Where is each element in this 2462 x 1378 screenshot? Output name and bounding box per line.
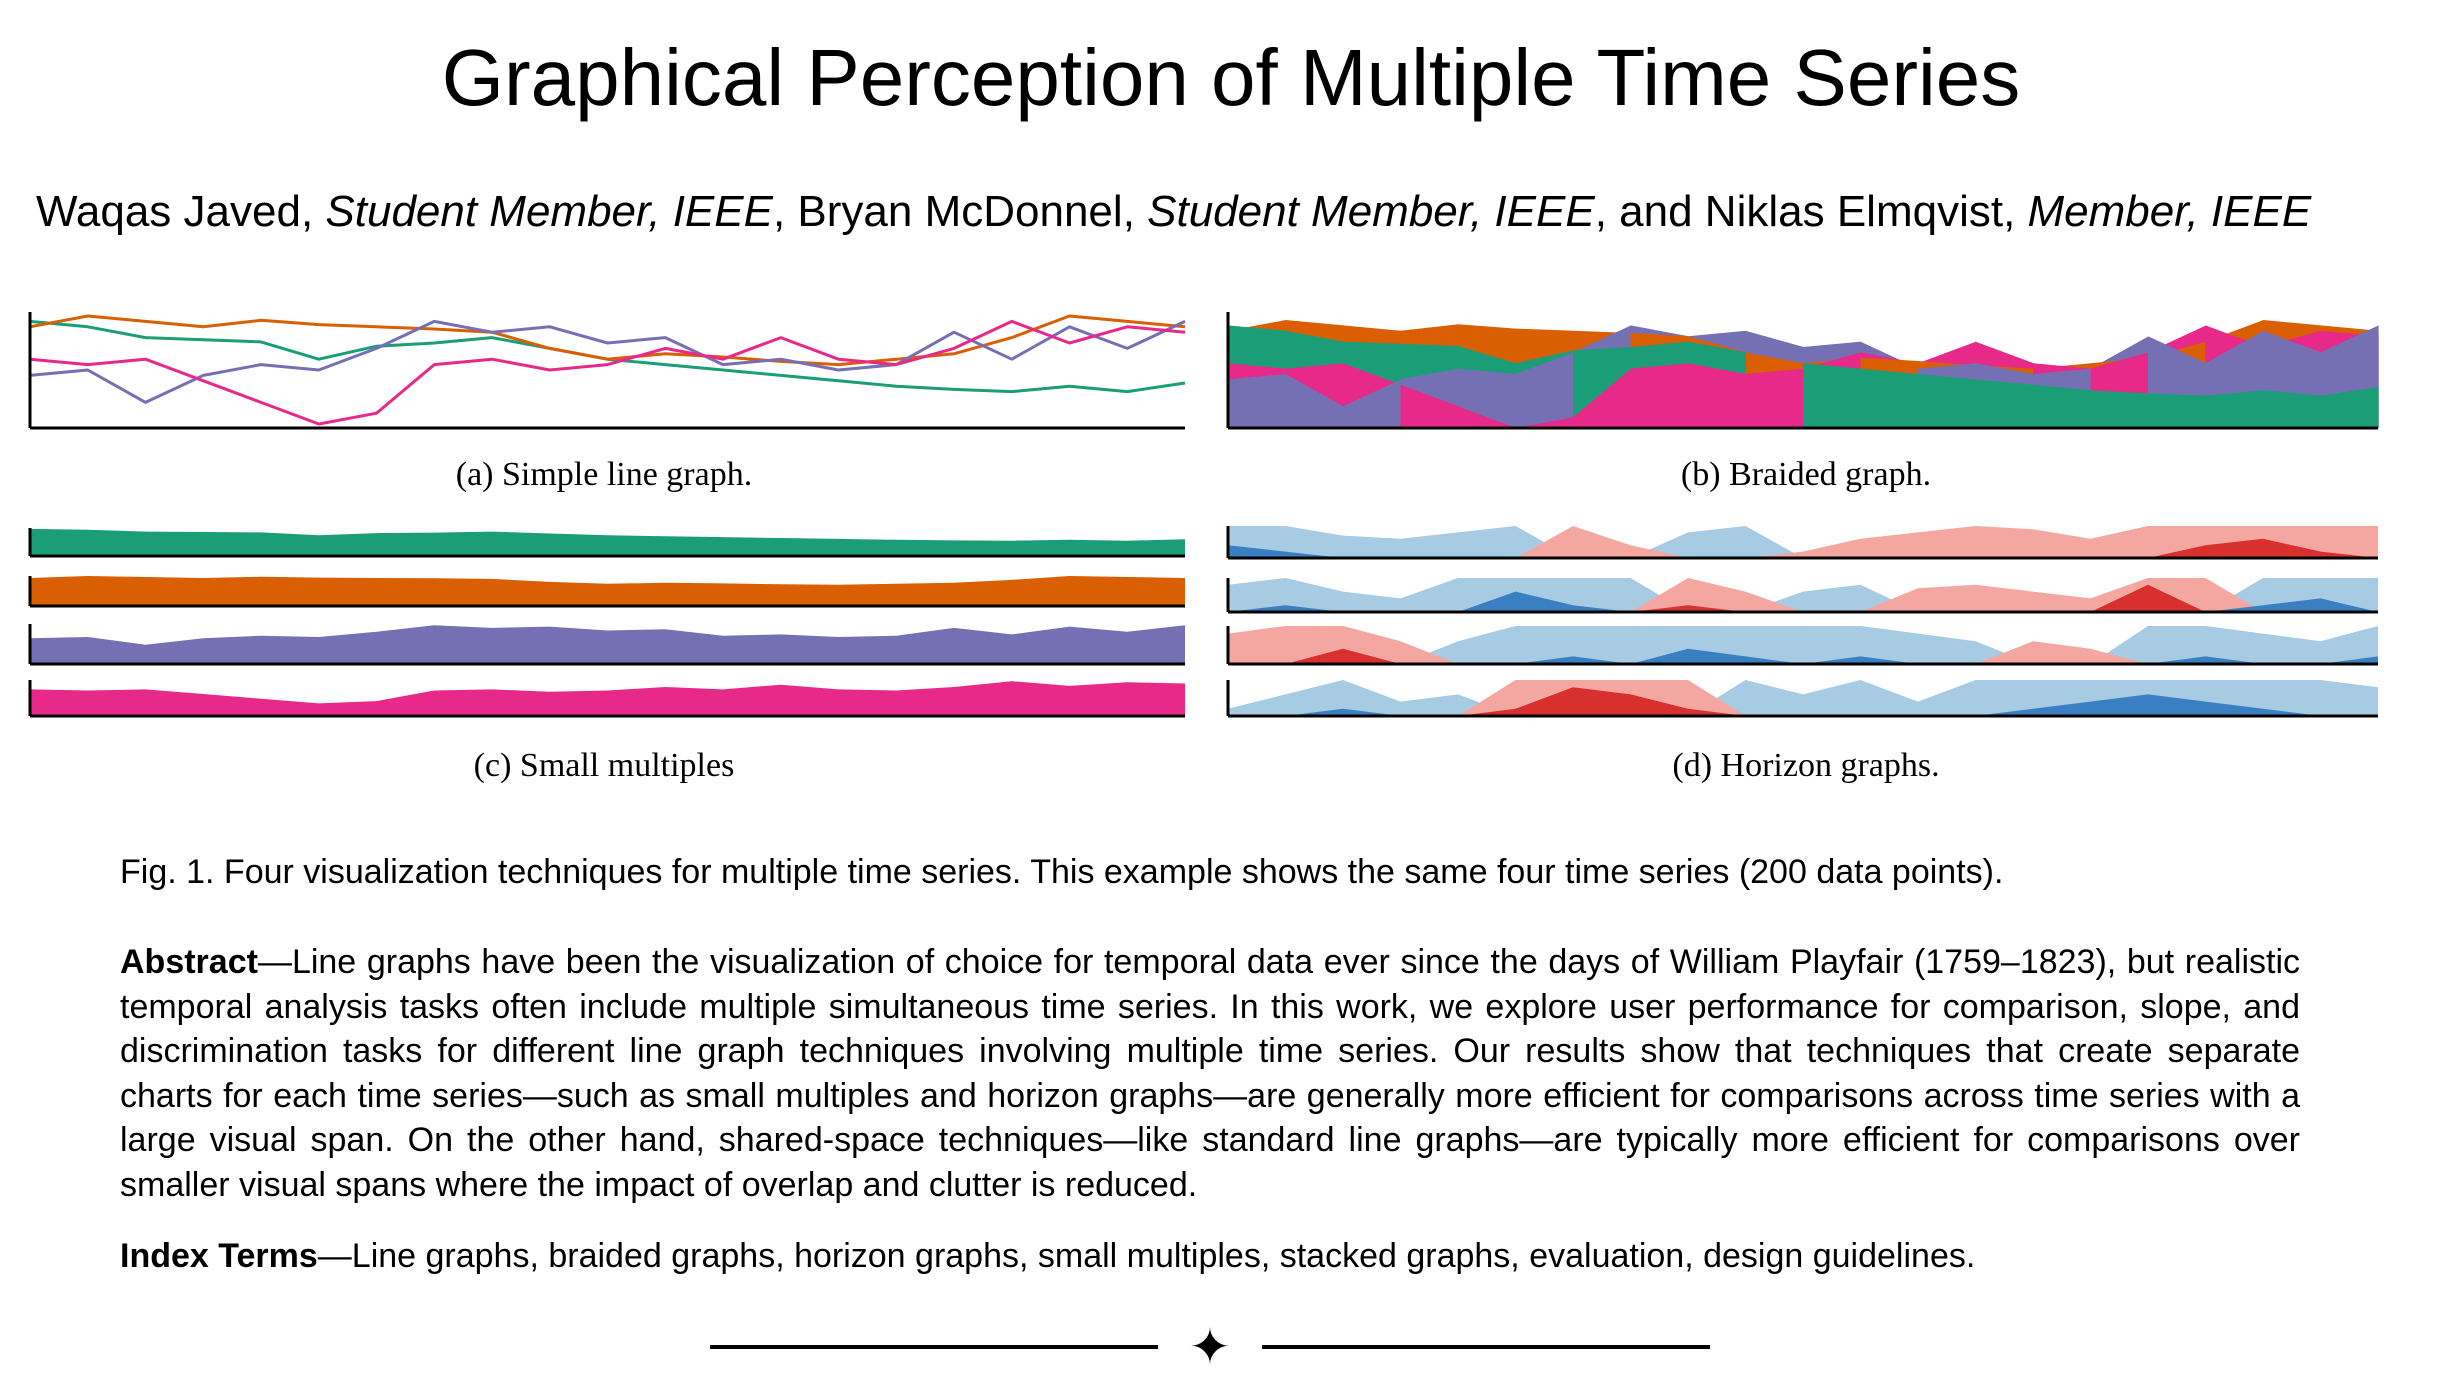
braid-segment-series-1 (2148, 393, 2207, 428)
small-multiple-area-3 (30, 625, 1185, 664)
index-terms: Index Terms—Line graphs, braided graphs,… (120, 1234, 2320, 1278)
author-separator: , (2003, 187, 2028, 236)
braid-segment-series-1 (1803, 363, 1862, 428)
horizon-negative-band-2-4 (1228, 694, 2378, 716)
braid-segment-series-3 (1515, 352, 1574, 428)
braid-segment-series-3 (1285, 374, 1344, 428)
small-multiple-area-2 (30, 576, 1185, 606)
braid-segment-series-4 (1400, 384, 1459, 428)
abstract: Abstract—Line graphs have been the visua… (120, 940, 2300, 1207)
braid-segment-series-1 (1918, 374, 1977, 428)
small-multiple-area-4 (30, 681, 1185, 716)
braid-segment-series-4 (1745, 368, 1804, 428)
braid-segment-series-1 (2320, 387, 2379, 428)
abstract-text: —Line graphs have been the visualization… (120, 943, 2300, 1204)
braid-segment-series-4 (1573, 368, 1632, 428)
author-separator: , (300, 187, 326, 236)
author-name: Bryan McDonnel (797, 187, 1123, 236)
line-series-3 (29, 319, 1186, 404)
author-role: Member, IEEE (2027, 187, 2312, 236)
author-list: Waqas Javed, Student Member, IEEE, Bryan… (36, 182, 2456, 242)
braid-segment-series-1 (2033, 384, 2092, 428)
braid-segment-series-1 (1860, 368, 1919, 428)
author-name: Niklas Elmqvist (1704, 187, 2004, 236)
index-terms-label: Index Terms (120, 1237, 318, 1275)
horizon-positive-band-2-2 (1228, 584, 2378, 612)
author-separator: , and (1594, 187, 1705, 236)
line-series-2 (29, 314, 1186, 367)
subfigure-caption-b: (b) Braided graph. (1680, 456, 1932, 493)
braid-segment-series-3 (1343, 379, 1402, 428)
braid-segment-series-3 (1228, 374, 1287, 428)
horizon-negative-band-1-1 (1228, 526, 2378, 558)
horizon-negative-band-2-2 (1228, 591, 2378, 612)
horizon-positive-band-2-1 (1228, 538, 2378, 558)
abstract-label: Abstract (120, 943, 258, 981)
braid-segment-series-4 (1515, 417, 1574, 428)
subfigure-caption-d: (d) Horizon graphs. (1672, 747, 1940, 784)
index-terms-text: —Line graphs, braided graphs, horizon gr… (317, 1237, 1976, 1275)
horizon-positive-band-1-1 (1228, 526, 2378, 558)
author-name: Waqas Javed (36, 187, 301, 236)
horizon-positive-band-2-3 (1228, 648, 2378, 664)
braid-segment-series-1 (2263, 390, 2322, 428)
author-separator: , (772, 187, 798, 236)
figure-caption: Fig. 1. Four visualization techniques fo… (120, 853, 2004, 891)
horizon-positive-band-1-2 (1228, 578, 2378, 612)
line-series-4 (29, 319, 1186, 426)
small-multiple-area-1 (30, 528, 1185, 556)
subfigure-caption-a: (a) Simple line graph. (455, 456, 753, 493)
braid-segment-series-1 (2205, 390, 2264, 428)
braid-segment-series-1 (2090, 390, 2149, 428)
braid-segment-series-1 (1975, 379, 2034, 428)
braid-segment-series-4 (1458, 406, 1517, 428)
horizon-negative-band-1-3 (1228, 626, 2378, 664)
subfigure-caption-c: (c) Small multiples (473, 747, 735, 784)
paper-title: Graphical Perception of Multiple Time Se… (441, 33, 2021, 122)
horizon-positive-band-1-3 (1228, 626, 2378, 664)
author-separator: , (1122, 187, 1148, 236)
author-role: Student Member, IEEE (325, 187, 773, 236)
horizon-positive-band-2-4 (1228, 687, 2378, 716)
horizon-positive-band-1-4 (1228, 680, 2378, 716)
braid-segment-series-4 (1688, 363, 1747, 428)
author-role: Student Member, IEEE (1147, 187, 1595, 236)
braid-segment-series-4 (1630, 363, 1689, 428)
